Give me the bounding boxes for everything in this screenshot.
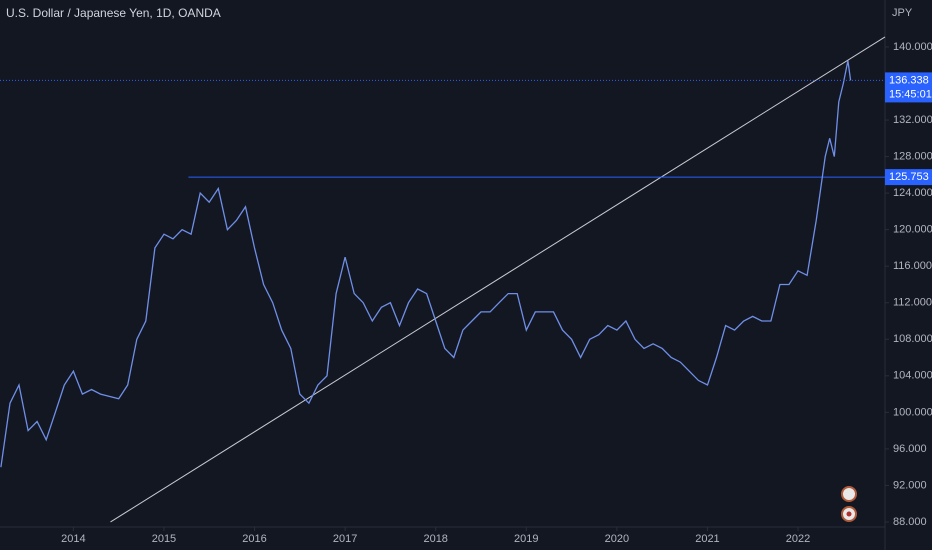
x-tick-label: 2016 [242,533,266,545]
chart-title: U.S. Dollar / Japanese Yen, 1D, OANDA [6,6,221,20]
x-tick-label: 2014 [61,533,85,545]
y-tick-label: 132.000 [893,114,932,126]
trend-line [110,36,886,523]
x-tick-label: 2020 [605,533,629,545]
y-tick-label: 104.000 [893,370,932,382]
x-tick-label: 2018 [423,533,447,545]
y-tick-label: 96.000 [893,443,927,455]
y-tick-label: 88.000 [893,516,927,528]
x-tick-label: 2017 [333,533,357,545]
flag-dot [846,511,852,517]
y-tick-label: 112.000 [893,297,932,309]
countdown-label: 15:45:01 [889,88,932,100]
y-tick-label: 116.000 [893,260,932,272]
x-tick-label: 2022 [786,533,810,545]
y-tick-label: 120.000 [893,224,932,236]
y-tick-label: 140.000 [893,41,932,53]
flag-icon[interactable] [841,486,857,502]
flag-icons [841,486,857,522]
x-tick-label: 2015 [152,533,176,545]
last-price-label: 136.338 [889,74,929,86]
y-tick-label: 92.000 [893,479,927,491]
y-tick-label: 108.000 [893,333,932,345]
level-label: 125.753 [889,171,929,183]
y-tick-label: 124.000 [893,187,932,199]
y-tick-label: 128.000 [893,150,932,162]
x-tick-label: 2019 [514,533,538,545]
level-label-box [885,169,932,186]
last-price-box [885,72,932,103]
currency-label: JPY [892,7,913,19]
price-line [0,60,852,468]
x-tick-label: 2021 [695,533,719,545]
y-tick-label: 100.000 [893,406,932,418]
